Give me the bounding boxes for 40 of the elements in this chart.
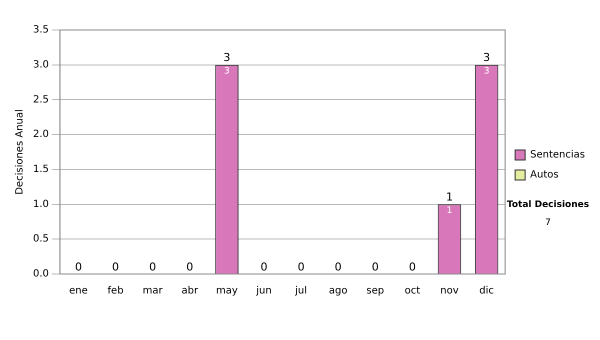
x-tick-label: jul (294, 286, 308, 297)
x-tick-label: sep (366, 286, 384, 297)
y-tick-label: 2.5 (32, 94, 49, 106)
x-tick-label: feb (108, 286, 124, 297)
y-tick-label: 2.0 (32, 129, 49, 140)
y-tick-label: 3.0 (32, 59, 49, 70)
x-tick-label: ago (328, 286, 348, 297)
total-label: 0 (334, 260, 342, 274)
x-tick-label: may (216, 286, 238, 297)
total-label: 0 (260, 260, 268, 274)
y-tick-label: 3.5 (32, 24, 49, 36)
x-tick-label: oct (404, 286, 420, 297)
total-label: 0 (408, 260, 416, 274)
data-label: 1 (446, 206, 452, 216)
y-tick-label: 0.5 (32, 234, 49, 245)
x-tick-label: dic (479, 286, 494, 297)
total-label: 1 (446, 190, 453, 204)
data-label: 3 (484, 66, 490, 77)
total-label: 3 (223, 51, 230, 64)
x-tick-label: nov (440, 286, 459, 297)
total-label: 3 (483, 51, 490, 64)
y-tick-label: 1.0 (32, 198, 49, 210)
total-label: 0 (372, 260, 379, 274)
total-label: 0 (298, 260, 305, 274)
y-tick-label: 1.5 (32, 164, 49, 176)
y-tick-label: 0.0 (32, 268, 49, 280)
total-label: 0 (186, 260, 194, 274)
total-label: 0 (149, 260, 156, 274)
x-tick-label: ene (69, 286, 88, 297)
y-axis-title: Decisiones Anual (14, 109, 26, 195)
text: Total Decisiones (506, 200, 590, 210)
data-label: 3 (224, 66, 230, 77)
x-tick-label: mar (142, 286, 164, 297)
legend-label: Sentencias (530, 150, 586, 161)
text: 7 (544, 218, 552, 228)
total-label: 0 (74, 260, 82, 274)
x-tick-label: abr (181, 286, 199, 297)
total-label: 0 (112, 260, 120, 274)
x-tick-label: jun (255, 286, 272, 297)
legend-label: Autos (530, 170, 559, 181)
